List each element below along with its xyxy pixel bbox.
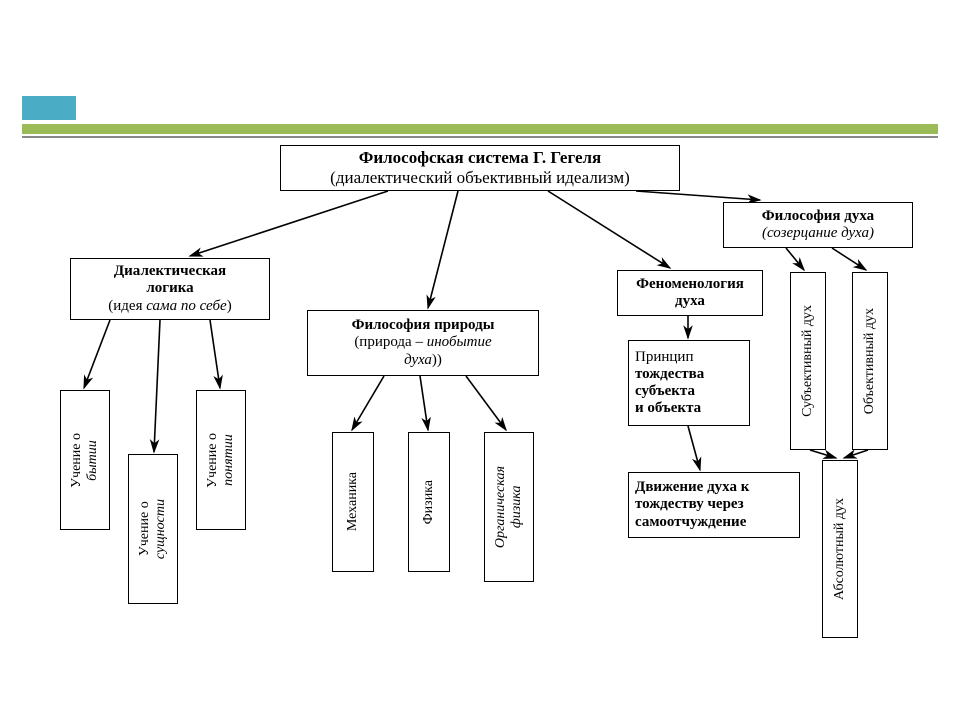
spirit-line1: Философия духа <box>762 208 874 225</box>
root-line1: Философская система Г. Гегеля <box>359 148 602 168</box>
node-philosophy-of-nature: Философия природы (природа – инобытие ду… <box>307 310 539 376</box>
essence-l2: сущности <box>153 499 168 559</box>
abs-text: Абсолютный дух <box>832 498 848 600</box>
essence-text: Учение о сущности <box>137 499 169 559</box>
node-doctrine-of-essence: Учение о сущности <box>128 454 178 604</box>
phys-text: Физика <box>421 480 437 524</box>
node-subjective-spirit: Субъективный дух <box>790 272 826 450</box>
nature-line3: духа)) <box>404 352 442 369</box>
movement-l2: тождеству через <box>635 496 744 513</box>
logic-line2: логика <box>146 280 193 297</box>
identity-l1: Принцип <box>635 349 693 366</box>
nature-l2-ital: инобытие <box>427 334 492 350</box>
node-mechanics: Механика <box>332 432 374 572</box>
obj-text: Объективный дух <box>862 308 878 414</box>
nature-line2: (природа – инобытие <box>354 334 491 351</box>
being-text: Учение о бытии <box>69 433 101 488</box>
diagram-stage: Философская система Г. Гегеля (диалектич… <box>0 0 960 720</box>
identity-l4: и объекта <box>635 400 701 417</box>
root-line2: (диалектический объективный идеализм) <box>330 168 630 188</box>
phenom-line1: Феноменология <box>636 276 744 293</box>
node-phenomenology: Феноменология духа <box>617 270 763 316</box>
logic-l3-ital: сама по себе <box>146 298 226 314</box>
node-movement-of-spirit: Движение духа к тождеству через самоотчу… <box>628 472 800 538</box>
node-organic-physics: Органическая физика <box>484 432 534 582</box>
identity-l3: субъекта <box>635 383 695 400</box>
organic-text: Органическая физика <box>493 466 525 548</box>
mech-text: Механика <box>345 472 361 531</box>
subj-text: Субъективный дух <box>800 305 816 417</box>
concept-l2: понятии <box>221 434 236 486</box>
nature-l3-ital: духа <box>404 352 432 368</box>
spirit-line2: (созерцание духа) <box>762 225 874 242</box>
node-identity-principle: Принцип тождества субъекта и объекта <box>628 340 750 426</box>
deco-teal-block <box>22 96 76 120</box>
organic-l1: Органическая <box>493 466 508 548</box>
node-physics: Физика <box>408 432 450 572</box>
essence-l1: Учение о <box>137 502 152 557</box>
logic-l3-post: ) <box>227 298 232 314</box>
concept-text: Учение о понятии <box>205 433 237 488</box>
nature-l3-post: ) <box>432 352 437 368</box>
movement-l1: Движение духа к <box>635 479 749 496</box>
being-l2: бытии <box>85 440 100 481</box>
node-philosophy-of-spirit: Философия духа (созерцание духа) <box>723 202 913 248</box>
deco-green-bar <box>22 124 938 134</box>
logic-line3: (идея сама по себе) <box>108 298 231 315</box>
node-doctrine-of-being: Учение о бытии <box>60 390 110 530</box>
movement-l3: самоотчуждение <box>635 514 746 531</box>
identity-l2: тождества <box>635 366 704 383</box>
organic-l2: физика <box>509 486 524 529</box>
nature-l2-pre: (природа – <box>354 334 426 350</box>
node-absolute-spirit: Абсолютный дух <box>822 460 858 638</box>
node-objective-spirit: Объективный дух <box>852 272 888 450</box>
nature-line1: Философия природы <box>352 317 495 334</box>
node-root: Философская система Г. Гегеля (диалектич… <box>280 145 680 191</box>
deco-thin-bar <box>22 136 938 138</box>
node-doctrine-of-concept: Учение о понятии <box>196 390 246 530</box>
node-dialectical-logic: Диалектическая логика (идея сама по себе… <box>70 258 270 320</box>
concept-l1: Учение о <box>205 433 220 488</box>
phenom-line2: духа <box>675 293 705 310</box>
logic-l3-pre: (идея <box>108 298 146 314</box>
being-l1: Учение о <box>69 433 84 488</box>
logic-line1: Диалектическая <box>114 263 226 280</box>
